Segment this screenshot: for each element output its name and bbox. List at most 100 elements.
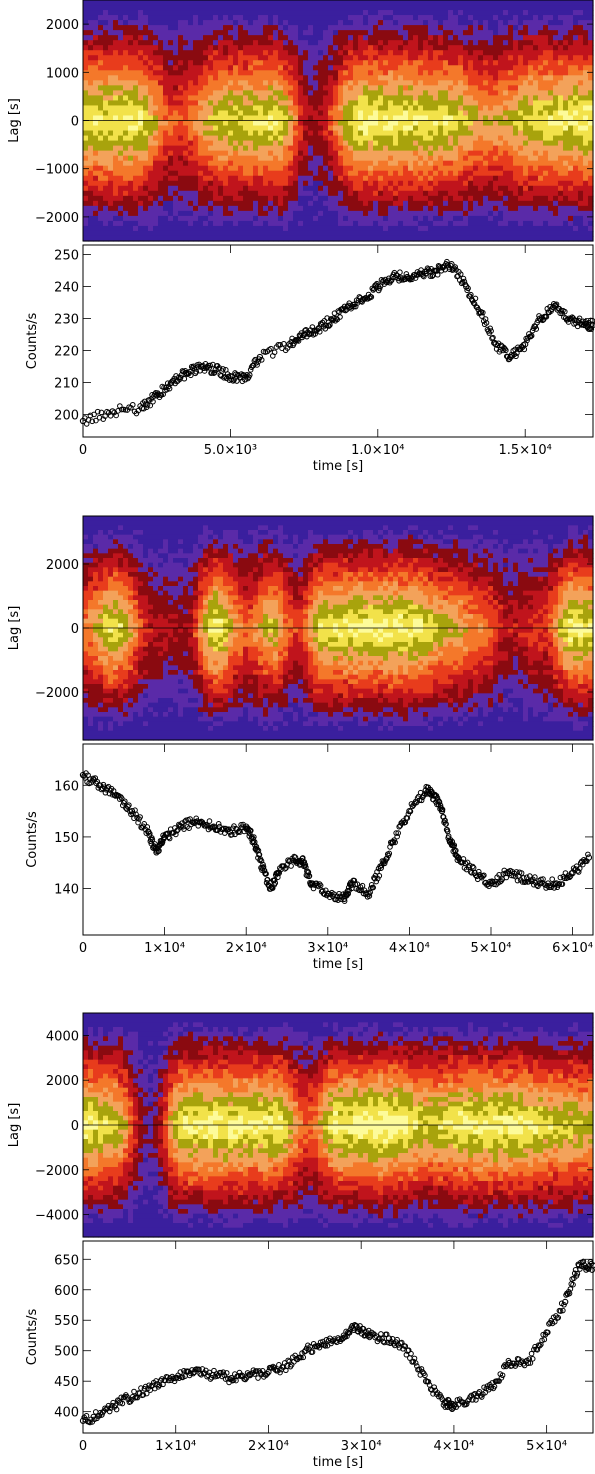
heatmap-cell [208, 135, 214, 142]
heatmap-cell [188, 70, 194, 76]
heatmap-cell [248, 100, 254, 107]
heatmap-cell [528, 115, 534, 122]
heatmap-cell [508, 200, 514, 207]
heatmap-cell [498, 75, 504, 81]
heatmap-cell [103, 195, 109, 202]
heatmap-cell [83, 90, 89, 96]
heatmap-cell [228, 115, 234, 122]
heatmap-cell [128, 140, 134, 147]
heatmap-cell [558, 0, 564, 6]
heatmap-cell [393, 0, 399, 6]
heatmap-cell [423, 145, 429, 152]
heatmap-cell [423, 175, 429, 182]
heatmap-cell [238, 225, 244, 232]
heatmap-cell [258, 155, 264, 162]
heatmap-cell [193, 35, 199, 41]
heatmap-cell [243, 115, 249, 122]
heatmap-cell [103, 30, 109, 36]
heatmap-cell [533, 190, 539, 197]
heatmap-cell [468, 110, 474, 117]
heatmap-cell [398, 65, 404, 71]
heatmap-cell [203, 15, 209, 21]
heatmap-cell [483, 65, 489, 71]
heatmap-cell [543, 90, 549, 96]
heatmap-cell [453, 230, 459, 237]
heatmap-cell [588, 45, 594, 51]
heatmap-cell [453, 105, 459, 112]
heatmap-cell [303, 85, 309, 91]
heatmap-cell [558, 165, 564, 172]
heatmap-cell [508, 160, 514, 167]
heatmap-cell [288, 180, 294, 187]
heatmap-cell [248, 30, 254, 36]
heatmap-cell [233, 50, 239, 56]
heatmap-cell [128, 130, 134, 137]
heatmap-cell [533, 60, 539, 66]
heatmap-cell [388, 160, 394, 167]
heatmap-cell [88, 190, 94, 197]
heatmap-cell [308, 160, 314, 167]
heatmap-cell [168, 215, 174, 222]
heatmap-cell [553, 45, 559, 51]
heatmap-cell [443, 230, 449, 237]
heatmap-cell [383, 140, 389, 147]
heatmap-cell [153, 145, 159, 152]
heatmap-cell [473, 105, 479, 112]
heatmap-cell [393, 165, 399, 172]
heatmap-cell [218, 225, 224, 232]
heatmap-cell [453, 225, 459, 232]
heatmap-cell [408, 225, 414, 232]
heatmap-cell [298, 30, 304, 36]
heatmap-cell [278, 100, 284, 107]
heatmap-cell [508, 215, 514, 222]
heatmap-cell [393, 195, 399, 202]
heatmap-cell [443, 220, 449, 227]
heatmap-cell [498, 130, 504, 137]
heatmap-cell [503, 100, 509, 107]
heatmap-cell [528, 35, 534, 41]
heatmap-cell [113, 70, 119, 76]
heatmap-cell [258, 0, 264, 6]
heatmap-cell [273, 90, 279, 96]
heatmap-cell [328, 10, 334, 16]
heatmap-cell [268, 60, 274, 66]
heatmap-cell [483, 165, 489, 172]
heatmap-cell [143, 195, 149, 202]
heatmap-cell [313, 70, 319, 76]
heatmap-cell [403, 105, 409, 112]
heatmap-cell [118, 145, 124, 152]
heatmap-cell [408, 155, 414, 162]
heatmap-cell [323, 25, 329, 31]
heatmap-cell [173, 40, 179, 46]
heatmap-cell [443, 95, 449, 102]
heatmap-cell [353, 30, 359, 36]
heatmap-cell [213, 35, 219, 41]
heatmap-cell [258, 10, 264, 16]
heatmap-cell [93, 235, 99, 242]
heatmap-cell [233, 65, 239, 71]
heatmap-cell [358, 185, 364, 192]
heatmap-cell [233, 80, 239, 86]
heatmap-cell [533, 180, 539, 187]
heatmap-cell [588, 125, 594, 132]
heatmap-cell [333, 170, 339, 177]
heatmap-cell [503, 235, 509, 242]
heatmap-cell [218, 0, 224, 6]
heatmap-cell [403, 210, 409, 217]
heatmap-cell [558, 40, 564, 46]
heatmap-cell [333, 130, 339, 137]
heatmap-cell [348, 230, 354, 237]
heatmap-cell [398, 210, 404, 217]
heatmap-cell [93, 155, 99, 162]
heatmap-cell [498, 10, 504, 16]
heatmap-cell [308, 30, 314, 36]
heatmap-cell [473, 190, 479, 197]
heatmap-cell [553, 165, 559, 172]
heatmap-cell [508, 140, 514, 147]
heatmap-cell [88, 200, 94, 207]
heatmap-cell [153, 120, 159, 127]
heatmap-cell [568, 125, 574, 132]
heatmap-cell [458, 50, 464, 56]
heatmap-cell [228, 70, 234, 76]
heatmap-cell [373, 105, 379, 112]
